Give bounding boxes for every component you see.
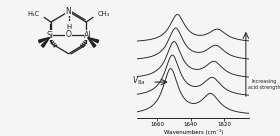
Text: Si: Si bbox=[46, 31, 53, 40]
Text: CH₃: CH₃ bbox=[98, 11, 110, 17]
Polygon shape bbox=[88, 38, 96, 47]
Polygon shape bbox=[39, 38, 50, 43]
Polygon shape bbox=[41, 38, 50, 47]
Text: H₃C: H₃C bbox=[27, 11, 39, 17]
Polygon shape bbox=[88, 38, 99, 43]
X-axis label: Wavenumbers (cm⁻¹): Wavenumbers (cm⁻¹) bbox=[164, 129, 223, 135]
Text: H: H bbox=[67, 24, 72, 30]
Text: O: O bbox=[66, 30, 71, 39]
Text: $\mathit{V}_{8a}$: $\mathit{V}_{8a}$ bbox=[132, 74, 146, 87]
Text: Al: Al bbox=[84, 31, 92, 40]
Text: Increasing
acid strength: Increasing acid strength bbox=[248, 79, 280, 90]
Text: N: N bbox=[66, 7, 71, 16]
